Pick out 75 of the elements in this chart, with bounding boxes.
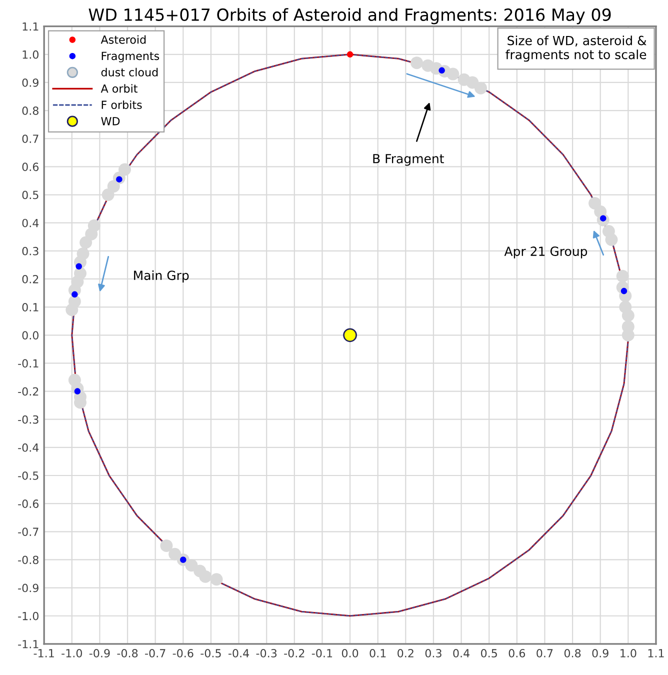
y-tick-label: -0.3	[18, 415, 38, 424]
x-tick-label: -0.4	[228, 649, 249, 658]
y-tick-label: -0.6	[18, 500, 39, 508]
x-tick-label: -1.1	[34, 649, 54, 658]
point	[102, 188, 114, 202]
y-tick-label: 0.3	[22, 246, 38, 256]
x-tick-label: -0.6	[172, 649, 194, 658]
y-tick-label: -1.1	[18, 640, 38, 648]
point	[422, 59, 434, 72]
x-tick-label: -0.7	[145, 649, 166, 658]
y-tick-label: -0.9	[18, 584, 38, 592]
x-tick-label: 1.1	[648, 649, 664, 658]
x-tick-label: 0.6	[508, 649, 526, 658]
annotation: B Fragment	[373, 154, 444, 166]
x-tick-label: 1.0	[620, 649, 636, 658]
point	[160, 539, 173, 552]
point	[199, 570, 212, 583]
point	[76, 263, 82, 270]
y-tick-label: -0.2	[18, 387, 38, 396]
annotation: Main Grp	[134, 270, 189, 283]
x-tick-label: 0.1	[370, 649, 386, 658]
legend-label: WD	[101, 117, 120, 126]
y-tick-label: 0.7	[22, 134, 38, 143]
x-tick-label: 0.0	[342, 649, 358, 658]
y-tick-label: -0.8	[18, 556, 38, 564]
point	[66, 304, 78, 316]
x-tick-label: -1.0	[62, 649, 82, 658]
point	[602, 225, 615, 238]
legend-label: F orbits	[102, 100, 142, 110]
y-tick-label: -1.0	[18, 612, 38, 620]
legend-label: Asteroid	[100, 35, 146, 44]
y-tick-label: 0.0	[22, 331, 38, 340]
y-tick-label: 0.9	[22, 78, 38, 87]
annotation: Apr 21 Group	[504, 246, 588, 258]
legend-label: Fragments	[102, 52, 160, 62]
chart-title: WD 1145+017 Orbits of Asteroid and Fragments: 2016 May 09	[88, 8, 611, 24]
y-tick-label: 1.1	[22, 22, 38, 31]
x-tick-label: 0.4	[453, 649, 470, 658]
x-tick-label: 0.5	[480, 649, 497, 658]
point	[343, 328, 357, 342]
y-tick-label: 0.8	[22, 106, 38, 115]
y-tick-label: 0.5	[22, 190, 38, 200]
x-tick-label: -0.5	[200, 649, 221, 658]
point	[458, 73, 470, 86]
point	[80, 236, 92, 249]
x-tick-label: 0.9	[592, 649, 608, 658]
x-tick-label: 0.7	[536, 649, 553, 658]
x-tick-label: 0.8	[564, 649, 581, 658]
annotation: Size of WD, asteroid & fragments not to scale	[506, 36, 646, 62]
point	[619, 300, 632, 314]
point	[616, 270, 629, 282]
y-tick-label: 0.1	[22, 303, 38, 312]
y-tick-label: 0.2	[22, 274, 38, 284]
y-tick-label: 0.4	[22, 218, 39, 228]
x-tick-label: -0.3	[256, 649, 277, 658]
y-tick-label: 1.0	[22, 50, 38, 59]
point	[410, 56, 424, 70]
x-tick-label: -0.1	[312, 649, 332, 658]
point	[346, 51, 354, 58]
y-tick-label: -0.5	[18, 471, 38, 480]
y-tick-label: -0.4	[18, 443, 39, 452]
x-tick-label: 0.3	[425, 649, 442, 658]
legend-label: A orbit	[100, 84, 138, 93]
x-tick-label: -0.8	[117, 649, 138, 658]
x-tick-label: -0.9	[89, 649, 110, 658]
y-tick-label: 0.6	[22, 162, 39, 172]
point	[72, 291, 78, 298]
legend-label: dust cloud	[101, 68, 158, 76]
point	[210, 573, 223, 586]
point	[620, 288, 628, 294]
x-tick-label: -0.2	[284, 649, 304, 658]
y-tick-label: -0.1	[18, 359, 38, 368]
y-tick-label: -0.7	[18, 528, 38, 536]
point	[588, 196, 602, 210]
x-tick-label: 0.2	[398, 649, 414, 658]
